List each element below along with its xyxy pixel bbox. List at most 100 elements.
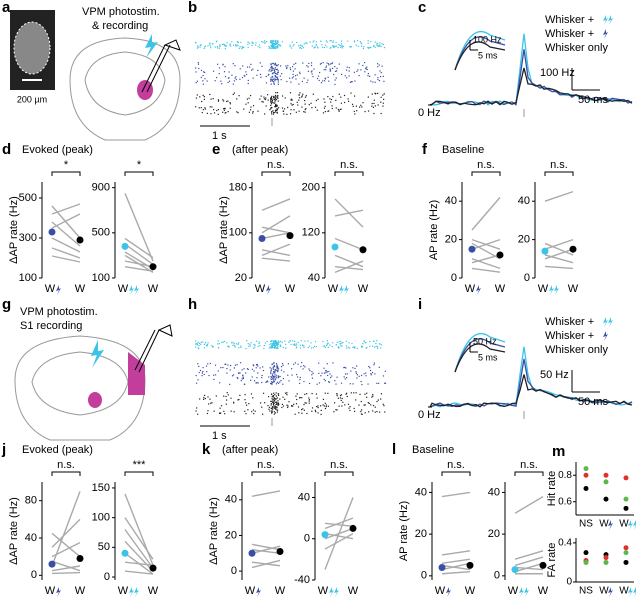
rate-point — [583, 466, 589, 472]
raster-tick — [291, 404, 293, 407]
raster-tick — [341, 342, 343, 344]
raster-tick — [325, 370, 327, 372]
cell-line — [324, 522, 354, 528]
raster-tick — [230, 45, 232, 47]
raster-tick — [274, 111, 277, 113]
x-tick-label: W — [465, 585, 476, 597]
raster-tick — [272, 401, 274, 404]
significance: *** — [133, 459, 147, 471]
y-tick-label: 40 — [298, 491, 310, 503]
raster-tick — [253, 343, 255, 346]
raster-tick — [227, 100, 229, 102]
raster-tick — [269, 346, 271, 348]
raster-tick — [290, 47, 293, 49]
raster-tick — [257, 46, 259, 48]
raster-tick — [276, 344, 279, 346]
raster-tick — [325, 404, 327, 406]
legend-label: Whisker only — [545, 42, 608, 54]
bolt-icon — [608, 587, 613, 597]
raster-tick — [303, 403, 305, 406]
raster-tick — [213, 112, 216, 114]
y-tick-label: 100 — [229, 227, 247, 239]
raster-tick — [288, 77, 291, 79]
raster-tick — [383, 46, 386, 49]
y-tick-label: 20 — [518, 234, 530, 246]
bolt-icon — [476, 285, 481, 295]
raster-tick — [206, 371, 208, 373]
raster-tick — [275, 40, 277, 42]
raster-tick — [340, 382, 343, 384]
raster-tick — [262, 366, 264, 368]
mean-point — [248, 549, 256, 557]
raster-tick — [198, 371, 200, 374]
raster-tick — [275, 65, 278, 67]
raster-tick — [202, 74, 204, 77]
panel-title: Baseline — [442, 144, 484, 156]
y-tick-label: -40 — [294, 574, 310, 586]
raster-tick — [262, 101, 264, 103]
mean-point — [76, 555, 84, 563]
raster-tick — [383, 93, 385, 95]
raster-tick — [226, 368, 228, 370]
raster-tick — [252, 347, 255, 349]
raster-tick — [314, 106, 317, 108]
raster-tick — [237, 399, 239, 401]
raster-tick — [256, 364, 258, 366]
raster-tick — [338, 63, 340, 65]
y-axis-label: Hit rate — [546, 471, 558, 506]
raster-tick — [351, 342, 353, 345]
raster-tick — [348, 342, 350, 344]
raster-tick — [247, 368, 249, 371]
y-tick-label: 40 — [488, 486, 500, 498]
raster-tick — [203, 47, 205, 50]
s1 — [128, 352, 145, 395]
raster-tick — [268, 376, 270, 378]
raster-tick — [303, 346, 305, 348]
y-tick-label: 20 — [445, 234, 457, 246]
raster-tick — [308, 62, 310, 64]
y-tick-label: 0 — [31, 569, 37, 581]
raster-tick — [251, 376, 253, 378]
raster-tick — [274, 41, 277, 43]
y-axis-label: ΔAP rate (Hz) — [218, 196, 230, 264]
raster-tick — [288, 380, 290, 382]
raster-tick — [280, 45, 282, 47]
raster-tick — [257, 69, 259, 72]
mean-point — [76, 236, 84, 244]
raster-tick — [273, 397, 275, 399]
cell-line — [51, 247, 81, 259]
raster-tick — [307, 70, 309, 72]
x-tick-label: W — [538, 585, 549, 597]
rate-point — [623, 475, 629, 481]
raster-tick — [348, 70, 350, 72]
raster-tick — [339, 397, 342, 399]
raster-tick — [344, 378, 346, 380]
raster-tick — [226, 100, 228, 103]
raster-tick — [269, 344, 271, 346]
raster-tick — [333, 46, 335, 49]
raster-tick — [304, 402, 306, 404]
raster-tick — [233, 411, 235, 413]
significance: n.s. — [57, 459, 75, 471]
raster-tick — [350, 92, 352, 94]
raster-tick — [360, 413, 363, 415]
raster-tick — [371, 396, 373, 398]
raster-tick — [212, 108, 215, 111]
scale-label: 50 Hz — [473, 336, 497, 346]
raster-tick — [291, 374, 293, 376]
raster-tick — [273, 46, 275, 48]
panel-title: S1 recording — [20, 320, 82, 332]
raster-tick — [235, 78, 237, 81]
raster-tick — [274, 405, 276, 407]
raster-tick — [350, 81, 352, 83]
raster-tick — [363, 373, 365, 375]
raster-tick — [279, 65, 282, 67]
raster-tick — [225, 395, 227, 398]
raster-tick — [325, 370, 327, 372]
raster-tick — [276, 92, 279, 94]
sig-bracket — [324, 471, 354, 476]
raster-tick — [377, 78, 379, 81]
raster-tick — [243, 368, 245, 370]
raster-tick — [231, 341, 233, 343]
raster-tick — [273, 372, 275, 374]
